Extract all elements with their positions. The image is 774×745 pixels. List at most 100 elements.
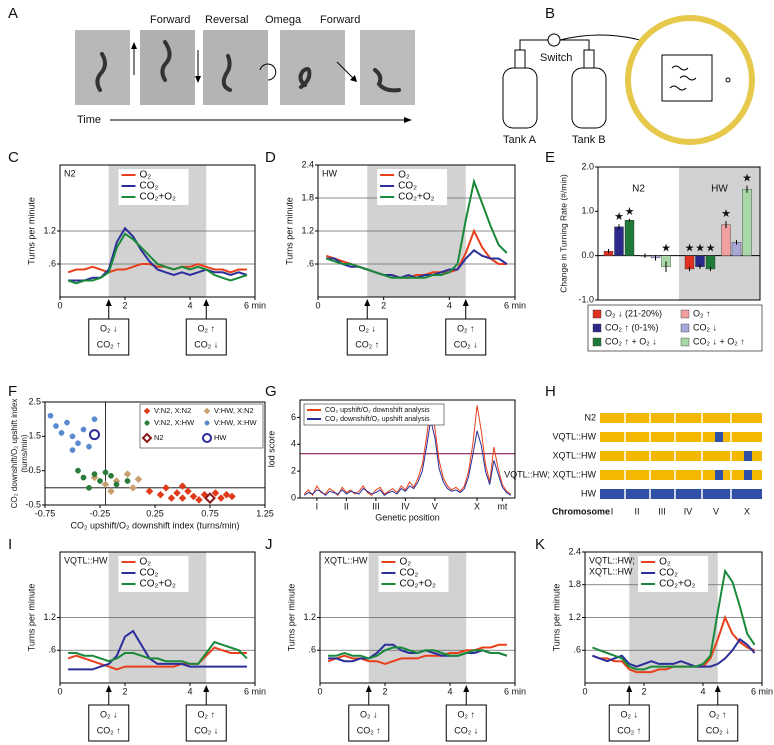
bar [721, 224, 731, 256]
y-tick-label: -0.5 [25, 499, 41, 509]
video-frame [140, 30, 195, 105]
worm [298, 67, 312, 89]
x-tick-label: 2 [382, 686, 387, 696]
hw-segment [715, 432, 723, 442]
worm [373, 68, 401, 93]
legend-label: CO₂ [140, 181, 159, 192]
legend-swatch [141, 432, 153, 444]
x-tick-label: II [344, 501, 349, 511]
tank [502, 67, 538, 129]
strain-annotation: VQTL::HW [64, 555, 108, 565]
stimulus-label: CO₂ ↑ [97, 339, 121, 349]
arrow-head [404, 117, 412, 123]
legend-swatch [143, 407, 151, 415]
point [129, 483, 137, 492]
point [53, 423, 59, 429]
strain-annotation: HW [322, 168, 337, 178]
y-axis-label: Turns per minute [551, 584, 561, 652]
x-axis-label: CO₂ upshift/O₂ downshift index (turns/mi… [70, 520, 239, 530]
point [86, 484, 92, 491]
hw-segment [715, 470, 723, 480]
omega-arrow [259, 63, 277, 81]
legend-label: CO₂ upshift/O₂ downshift analysis [325, 407, 430, 414]
frame-label: Reversal [205, 14, 248, 26]
stimulus-label: O₂ ↓ [360, 709, 378, 719]
y-axis-label: Turns per minute [284, 197, 294, 265]
y-tick-label: 2 [291, 466, 296, 476]
point [211, 489, 220, 497]
panel-label: F [8, 383, 17, 400]
y-tick-label: -1.0 [578, 294, 594, 304]
stimulus-label: O₂ ↓ [100, 323, 118, 333]
legend-label: O₂ ↑ [693, 308, 711, 318]
y-tick-label: .6 [48, 258, 56, 268]
x-tick-label: 4 [187, 300, 192, 310]
plot-frame [597, 166, 761, 301]
legend-swatch [592, 309, 602, 319]
x-tick-label: X [474, 501, 480, 511]
legend-label: CO₂+O₂ [140, 579, 177, 590]
strain-annotation: N2 [64, 168, 76, 178]
significance-star: ★ [661, 243, 671, 255]
y-tick-label: .6 [573, 645, 581, 655]
stimulus-label: CO₂ ↑ [357, 725, 381, 735]
legend-swatch [144, 420, 150, 426]
legend-label: O₂ [659, 557, 671, 568]
genome-bar [600, 470, 762, 480]
y-tick-label: 1.8 [301, 192, 314, 202]
stimulus-label: CO₂ ↓ [194, 339, 218, 349]
panel-a: Forward Reversal Omega Forward Time [75, 14, 415, 126]
legend-label: CO₂ ↓ [693, 322, 717, 332]
point [80, 474, 87, 481]
point [124, 478, 131, 484]
stimulus-box [88, 318, 130, 356]
point [167, 494, 176, 502]
worm [160, 40, 172, 82]
stimulus-label: CO₂ ↑ [97, 725, 121, 735]
plot-frame [44, 401, 266, 506]
worm [95, 52, 107, 92]
x-tick-label: 6 min [504, 300, 526, 310]
strain-annotation: VQTL::HW; [589, 555, 635, 565]
axis-label: Chromosome [552, 506, 610, 516]
legend-box [303, 403, 445, 426]
y-tick-label: 2.4 [301, 159, 314, 169]
panel-label: B [545, 5, 555, 22]
stimulus-label: CO₂ ↑ [617, 725, 641, 735]
stimulus-label: O₂ ↑ [709, 709, 727, 719]
legend-label: CO₂ [398, 181, 417, 192]
stimulus-box [348, 704, 390, 742]
y-tick-label: 2.0 [581, 161, 594, 171]
significance-star: ★ [706, 243, 716, 255]
series-line [68, 629, 247, 671]
panel-label: J [265, 536, 273, 553]
y-axis-label: Change in Turning Rate (#/min) [558, 174, 568, 293]
x-tick-label: V [432, 501, 438, 511]
chamber [661, 54, 713, 102]
x-tick-label: 4 [187, 686, 192, 696]
point [69, 433, 76, 440]
point [69, 447, 76, 453]
legend-label: O₂ [400, 557, 412, 568]
stimulus-box [697, 704, 739, 742]
stimulus-box [346, 318, 388, 356]
panel-b: Switch Tank A Tank B [502, 15, 755, 146]
y-tick-label: 1.2 [303, 612, 316, 622]
stimulus-box [185, 318, 227, 356]
x-tick-label: 0.25 [146, 508, 164, 518]
strain-annotation: XQTL::HW [324, 555, 368, 565]
arrow-head [203, 685, 210, 692]
point [173, 489, 181, 497]
bar [742, 188, 752, 256]
x-tick-label: 0 [315, 300, 320, 310]
stimulus-label: CO₂ ↑ [355, 339, 379, 349]
panel-label: C [8, 149, 19, 166]
arrow [336, 61, 356, 81]
x-tick-label: -0.25 [90, 508, 111, 518]
point [145, 487, 154, 496]
stimulus-box [445, 318, 487, 356]
point [102, 469, 109, 476]
significance-star: ★ [742, 173, 752, 185]
chromosome-label: I [611, 506, 614, 516]
strain-label: VQTL::HW [552, 431, 596, 441]
